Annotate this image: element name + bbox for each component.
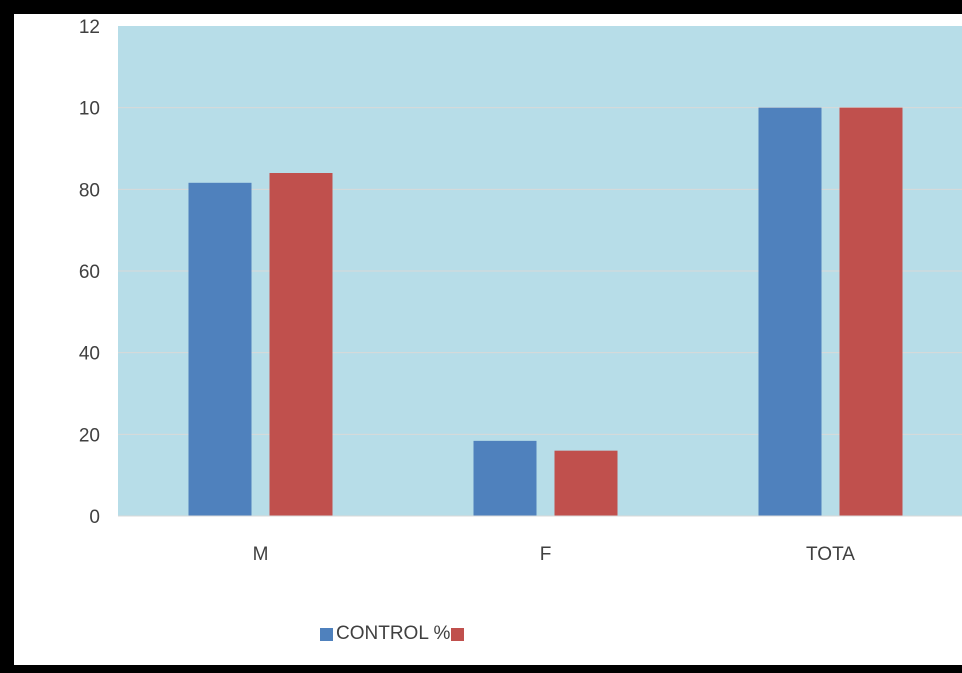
bar-series-2-m: [269, 173, 333, 516]
x-tick-label: M: [253, 544, 269, 565]
y-tick-label: 20: [79, 425, 100, 446]
y-tick-label: 0: [89, 507, 100, 528]
legend-swatch-series-2: [451, 627, 465, 641]
x-tick-label: F: [540, 544, 552, 565]
y-tick-label: 80: [79, 180, 100, 201]
y-axis-ticks: 0 20 40 60 80 10 12: [79, 17, 100, 528]
y-tick-label: 60: [79, 262, 100, 283]
y-tick-label: 12: [79, 17, 100, 38]
bar-series-2-f: [554, 450, 618, 516]
bars: [188, 107, 903, 517]
x-tick-label: TOTA: [806, 544, 855, 565]
bar-series-1-f: [473, 440, 537, 516]
legend: CONTROL %: [320, 620, 465, 648]
bar-series-1-m: [188, 182, 252, 517]
bar-chart: 0 20 40 60 80 10 12 M F TOTA: [79, 17, 962, 565]
legend-swatch-series-1: [320, 627, 333, 641]
y-tick-label: 40: [79, 344, 100, 365]
bar-series-2-tota: [839, 107, 903, 517]
bar-series-1-tota: [758, 107, 822, 517]
x-axis-ticks: M F TOTA: [253, 544, 856, 565]
y-tick-label: 10: [79, 99, 100, 120]
chart-frame: 0 20 40 60 80 10 12 M F TOTA CONTROL %: [14, 14, 962, 665]
legend-label-series-1: CONTROL %: [336, 623, 451, 644]
